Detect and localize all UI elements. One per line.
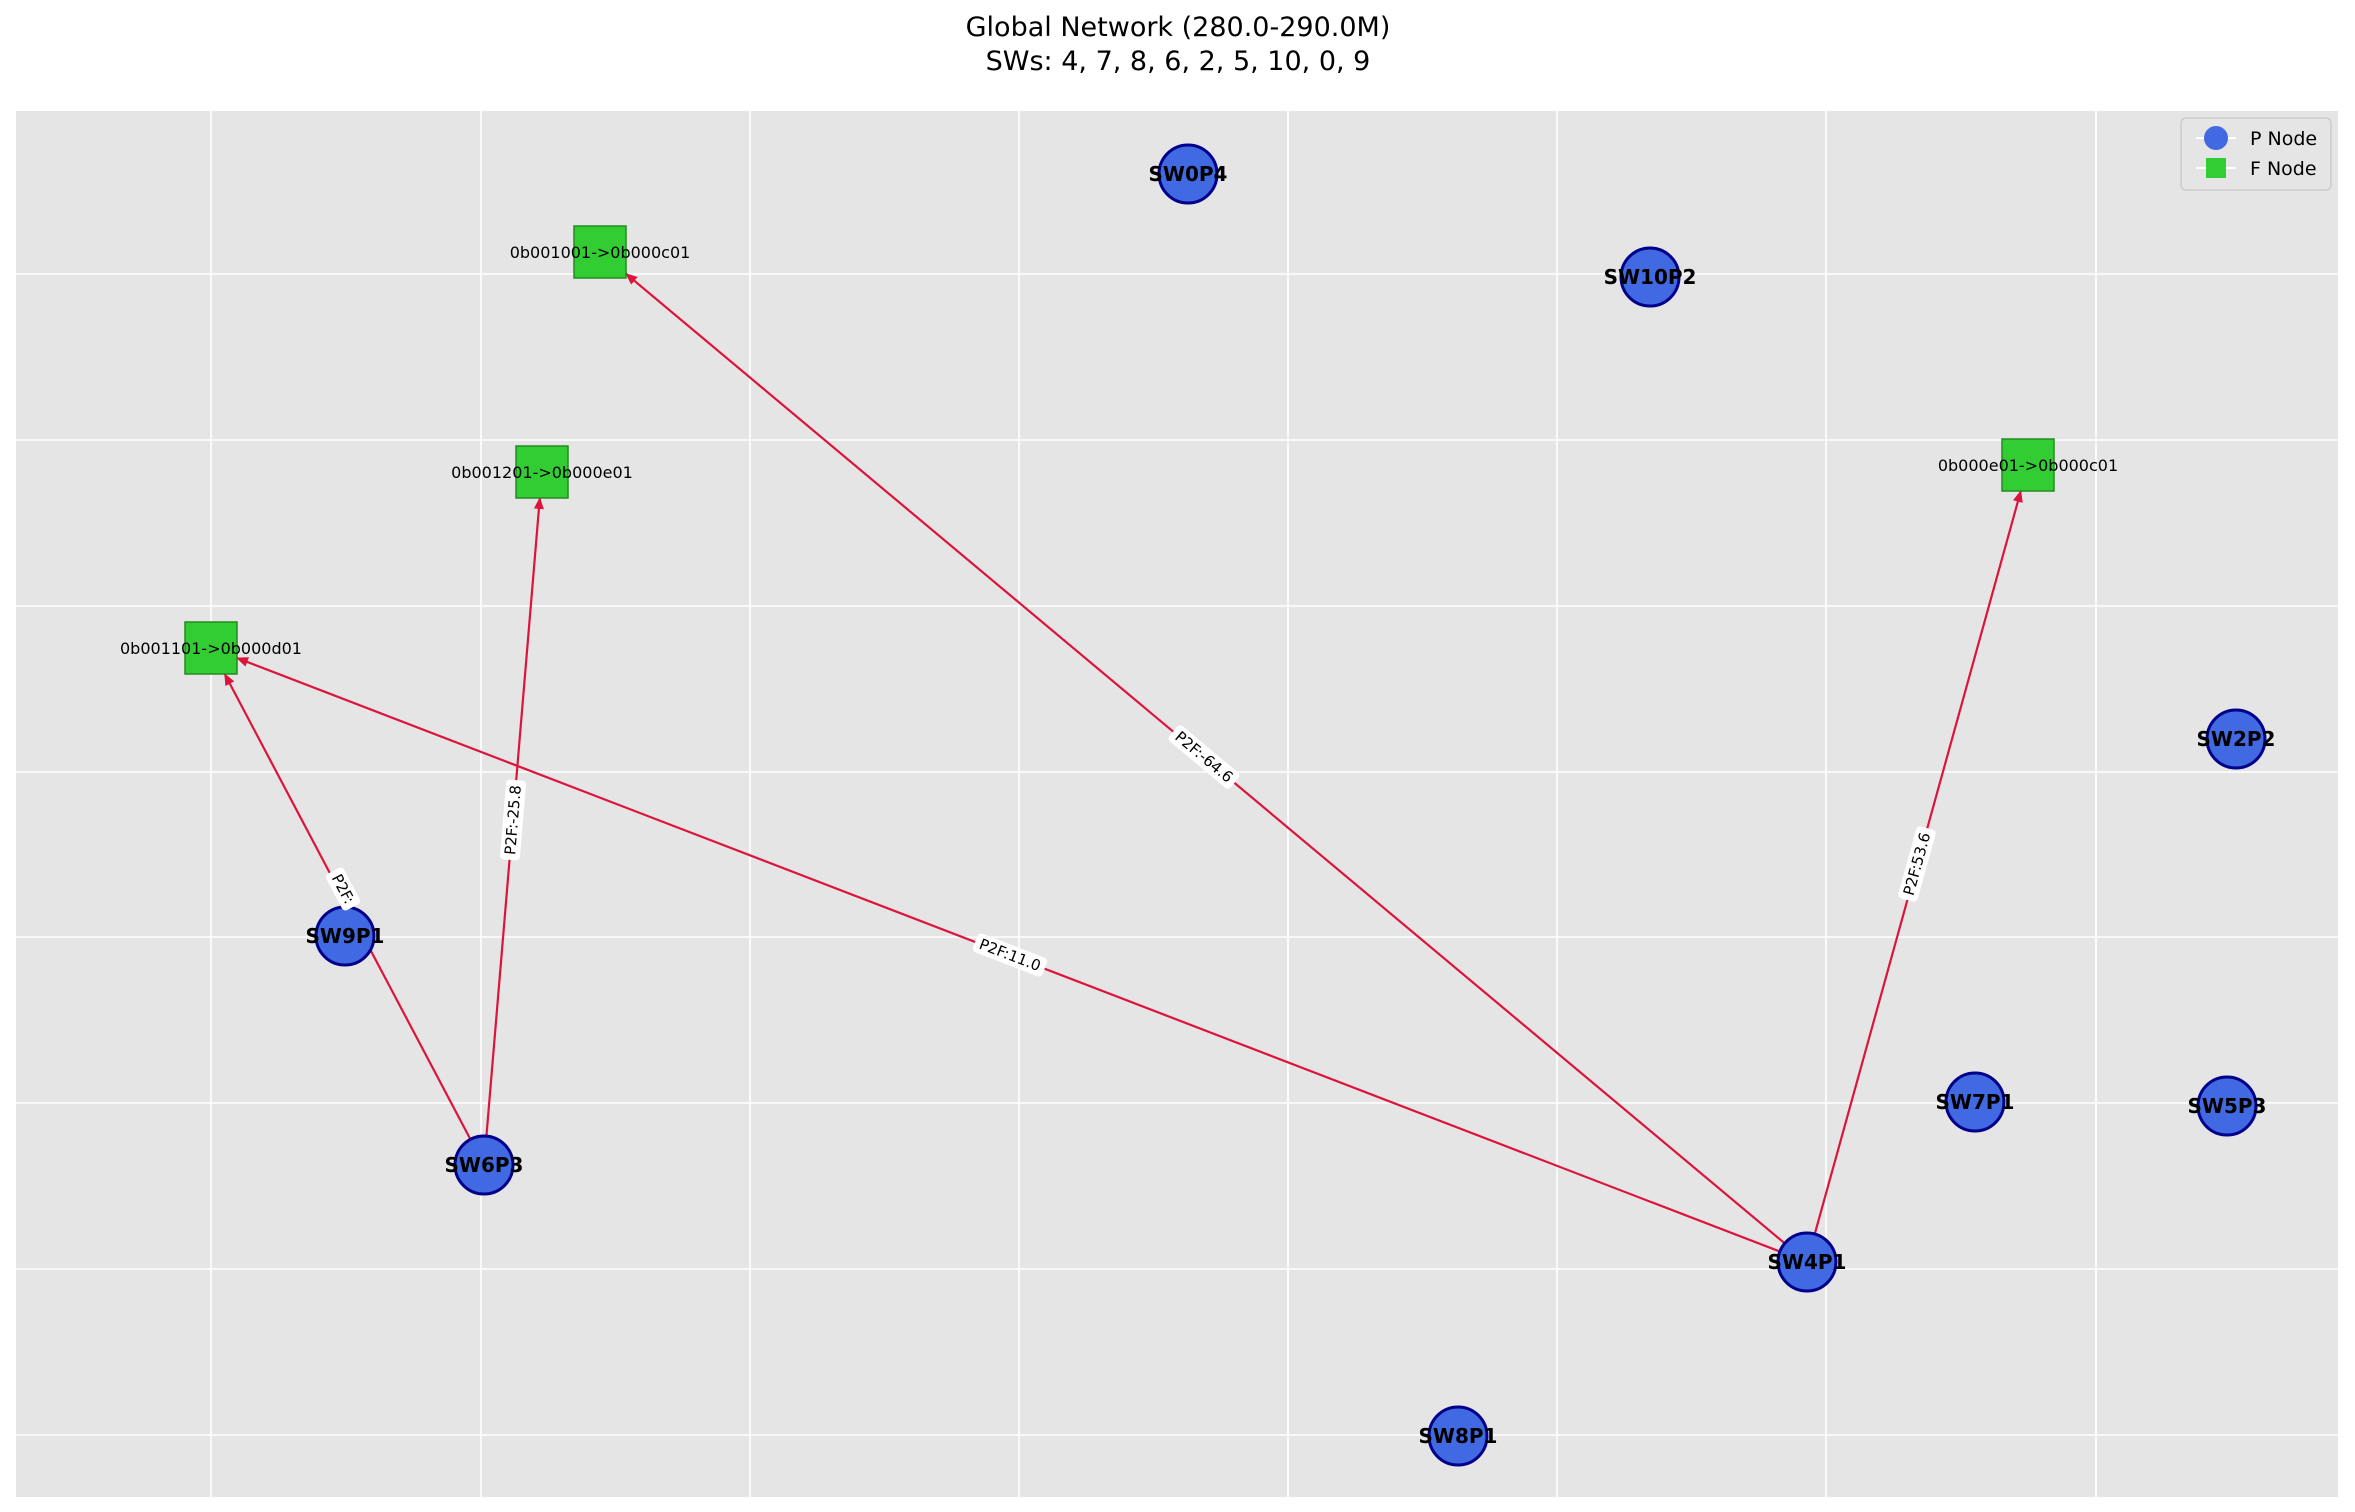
f-node-label-3: 0b001101->0b000d01	[120, 639, 302, 658]
p-node-label-sw6p3: SW6P3	[445, 1153, 524, 1177]
f-node-1	[515, 445, 569, 499]
p-node-sw4p1	[1776, 1231, 1838, 1293]
p-node-sw2p2	[2205, 708, 2267, 770]
figure-title-line-2: SWs: 4, 7, 8, 6, 2, 5, 10, 0, 9	[986, 46, 1371, 77]
edge-label-box	[1898, 826, 1936, 902]
edge-label-text: P2F:-25.8	[501, 784, 525, 855]
edge-label-box	[500, 779, 526, 861]
f-node-2	[2001, 438, 2055, 492]
f-node-label-0: 0b001001->0b000c01	[510, 243, 691, 262]
p-node-sw5p3	[2196, 1075, 2258, 1137]
p-node-label-sw10p2: SW10P2	[1604, 265, 1697, 289]
p-node-label-sw4p1: SW4P1	[1768, 1250, 1847, 1274]
f-node-0	[573, 225, 627, 279]
p-node-label-sw9p1: SW9P1	[306, 924, 385, 948]
f-node-label-1: 0b001201->0b000e01	[451, 463, 633, 482]
edge-label-box	[972, 933, 1048, 977]
edge-label-box	[1168, 725, 1240, 789]
legend-f-node-marker	[2206, 158, 2226, 178]
p-node-sw6p3	[453, 1134, 515, 1196]
p-node-label-sw7p1: SW7P1	[1936, 1090, 2015, 1114]
legend-p-node-marker	[2204, 126, 2228, 150]
p-node-label-sw5p3: SW5P3	[2188, 1094, 2267, 1118]
p-node-sw10p2	[1619, 246, 1681, 308]
plot-area: 0b001001->0b000c01 0b001201->0b000e01 0b00…	[16, 111, 2338, 1497]
p-node-label-sw2p2: SW2P2	[2197, 727, 2276, 751]
edge-label-box	[325, 867, 361, 911]
plot-background	[16, 111, 2338, 1497]
p-node-label-sw8p1: SW8P1	[1419, 1424, 1498, 1448]
p-node-sw8p1	[1427, 1405, 1489, 1467]
legend-f-node-label: F Node	[2250, 158, 2317, 180]
p-node-sw0p4	[1157, 143, 1219, 205]
node-layer: 0b001001->0b000c01 0b001201->0b000e01 0b00…	[120, 143, 2276, 1467]
p-node-sw7p1	[1944, 1071, 2006, 1133]
figure-title-line-1: Global Network (280.0-290.0M)	[966, 12, 1391, 43]
p-node-label-sw0p4: SW0P4	[1149, 162, 1228, 186]
legend-p-node-label: P Node	[2250, 128, 2317, 150]
f-node-label-2: 0b000e01->0b000c01	[1938, 456, 2118, 475]
f-node-3	[184, 621, 238, 675]
legend: P Node F Node	[2180, 117, 2332, 191]
edge-label-3: P2F:-25.8	[500, 779, 526, 861]
